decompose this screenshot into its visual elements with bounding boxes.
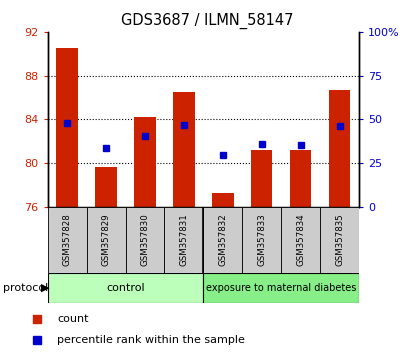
Text: GSM357831: GSM357831 (179, 213, 188, 266)
Bar (212, 193, 234, 207)
Text: GDS3687 / ILMN_58147: GDS3687 / ILMN_58147 (121, 12, 294, 29)
Text: ▶: ▶ (41, 282, 49, 293)
Bar (164, 207, 203, 273)
Bar (251, 150, 272, 207)
Text: GSM357829: GSM357829 (102, 213, 110, 266)
Bar (173, 92, 195, 207)
Bar (320, 207, 359, 273)
Bar (290, 150, 311, 207)
Bar (281, 207, 320, 273)
Bar (242, 207, 281, 273)
Text: percentile rank within the sample: percentile rank within the sample (57, 335, 245, 345)
Bar (95, 167, 117, 207)
Text: GSM357828: GSM357828 (63, 213, 72, 266)
Text: protocol: protocol (3, 282, 49, 293)
Text: count: count (57, 314, 88, 324)
Bar (125, 207, 164, 273)
Text: control: control (106, 282, 145, 293)
Text: exposure to maternal diabetes: exposure to maternal diabetes (206, 282, 356, 293)
Bar (48, 207, 87, 273)
Text: GSM357835: GSM357835 (335, 213, 344, 266)
Bar (87, 207, 125, 273)
Text: GSM357834: GSM357834 (296, 213, 305, 266)
Bar (203, 273, 359, 303)
Bar (329, 90, 350, 207)
Text: GSM357830: GSM357830 (141, 213, 149, 266)
Text: GSM357832: GSM357832 (218, 213, 227, 266)
Text: GSM357833: GSM357833 (257, 213, 266, 266)
Bar (134, 117, 156, 207)
Bar (56, 48, 78, 207)
Bar (48, 273, 203, 303)
Bar (203, 207, 242, 273)
